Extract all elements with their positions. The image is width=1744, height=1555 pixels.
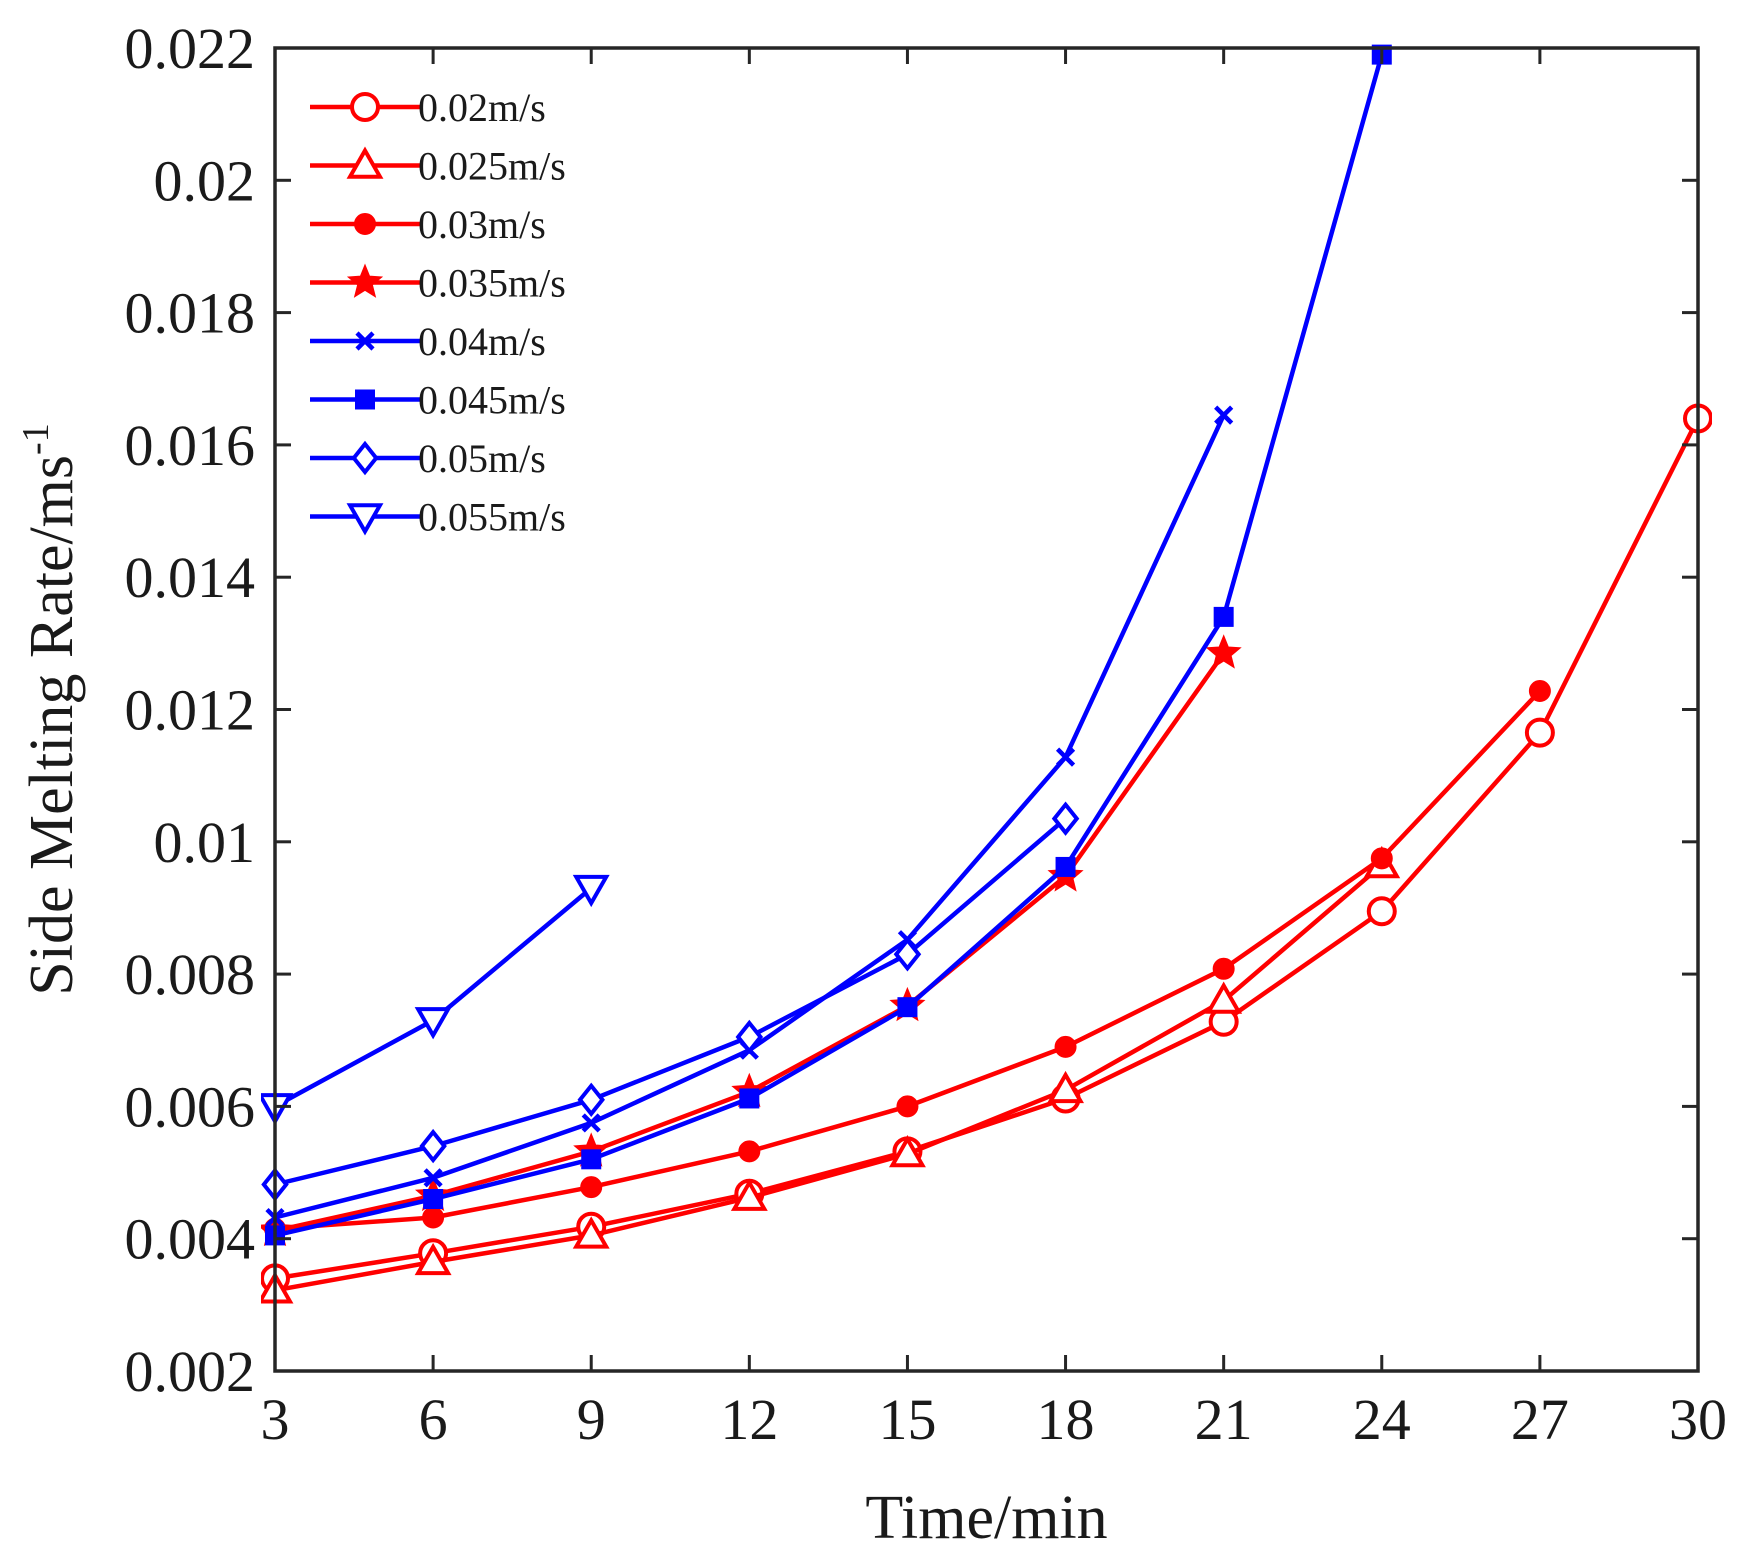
x-tick-label: 3 xyxy=(261,1387,290,1452)
legend-label: 0.045m/s xyxy=(418,378,566,423)
series-line-0.045m/s xyxy=(274,53,1384,1238)
data-point-0.05m/s-9 xyxy=(577,1082,605,1117)
legend-marker xyxy=(354,213,376,235)
series-line-0.02m/s xyxy=(274,417,1701,1281)
legend-label: 0.025m/s xyxy=(418,144,566,189)
series-line-0.05m/s xyxy=(274,816,1068,1187)
x-axis-title: Time/min xyxy=(865,1484,1107,1552)
data-point-0.045m/s-9 xyxy=(581,1149,602,1170)
y-tick-label: 0.012 xyxy=(125,678,256,743)
series-0.025m/s xyxy=(261,845,1401,1304)
legend-marker xyxy=(350,92,380,122)
legend-item-0.04m/s: 0.04m/s xyxy=(310,319,546,364)
series-0.045m/s xyxy=(265,44,1392,1246)
data-point-0.05m/s-12 xyxy=(735,1019,764,1055)
legend-marker xyxy=(346,146,384,179)
data-point-0.05m/s-15 xyxy=(893,937,922,972)
data-point-0.025m/s-12 xyxy=(730,1178,768,1211)
data-point-0.03m/s-15 xyxy=(896,1095,919,1118)
y-axis-title-main: Side Melting Rate/ms xyxy=(18,455,86,996)
data-point-0.025m/s-9 xyxy=(572,1216,610,1249)
data-point-0.055m/s-9 xyxy=(572,874,610,908)
legend-label: 0.05m/s xyxy=(418,436,546,481)
data-point-0.03m/s-6 xyxy=(422,1206,445,1229)
data-point-0.03m/s-12 xyxy=(738,1140,761,1163)
legend-marker xyxy=(355,389,375,410)
y-tick-label: 0.022 xyxy=(125,16,256,81)
y-tick-label: 0.006 xyxy=(125,1074,256,1139)
data-point-0.03m/s-27 xyxy=(1528,679,1551,702)
legend-item-0.035m/s: 0.035m/s xyxy=(310,261,566,306)
legend-marker xyxy=(351,440,379,476)
legend-item-0.03m/s: 0.03m/s xyxy=(310,202,546,247)
data-point-0.055m/s-6 xyxy=(414,1007,452,1040)
legend-item-0.02m/s: 0.02m/s xyxy=(310,85,546,130)
data-point-0.045m/s-6 xyxy=(423,1189,444,1210)
y-tick-label: 0.014 xyxy=(125,545,256,610)
data-point-0.045m/s-21 xyxy=(1213,606,1234,627)
data-point-0.045m/s-12 xyxy=(739,1088,760,1109)
legend-item-0.05m/s: 0.05m/s xyxy=(310,436,546,481)
y-tick-label: 0.002 xyxy=(125,1339,256,1404)
y-tick-label: 0.02 xyxy=(154,148,256,213)
legend-label: 0.035m/s xyxy=(418,261,566,306)
legend-label: 0.03m/s xyxy=(418,202,546,247)
data-point-0.025m/s-6 xyxy=(414,1242,452,1276)
x-tick-label: 6 xyxy=(419,1387,448,1452)
x-tick-label: 30 xyxy=(1669,1387,1727,1452)
data-point-0.04m/s-9 xyxy=(581,1113,601,1133)
data-point-0.045m/s-18 xyxy=(1055,856,1076,877)
data-point-0.025m/s-18 xyxy=(1047,1070,1085,1104)
data-point-0.035m/s-21 xyxy=(1205,634,1242,669)
y-tick-label: 0.018 xyxy=(125,281,256,346)
data-point-0.02m/s-27 xyxy=(1524,717,1555,748)
data-point-0.03m/s-24 xyxy=(1370,847,1393,870)
legend: 0.02m/s 0.025m/s 0.03m/s 0.035m/s 0.04m/s 0.0… xyxy=(310,85,566,540)
x-tick-label: 12 xyxy=(720,1387,778,1452)
x-tick-label: 18 xyxy=(1037,1387,1095,1452)
y-tick-label: 0.016 xyxy=(125,413,256,478)
x-tick-label: 15 xyxy=(878,1387,936,1452)
series-layer xyxy=(261,44,1712,1304)
y-tick-label: 0.008 xyxy=(125,942,256,1007)
y-axis-title: Side Melting Rate/ms-1 xyxy=(15,423,86,995)
data-point-0.025m/s-15 xyxy=(888,1134,926,1168)
data-point-0.03m/s-9 xyxy=(580,1176,603,1199)
legend-marker xyxy=(346,263,384,298)
legend-label: 0.055m/s xyxy=(418,495,566,540)
y-tick-label: 0.01 xyxy=(154,810,256,875)
legend-label: 0.02m/s xyxy=(418,85,546,130)
data-point-0.025m/s-21 xyxy=(1205,981,1243,1014)
legend-item-0.045m/s: 0.045m/s xyxy=(310,378,566,423)
data-point-0.02m/s-24 xyxy=(1366,896,1397,927)
legend-marker xyxy=(346,503,384,536)
data-point-0.03m/s-21 xyxy=(1212,957,1235,980)
series-0.03m/s xyxy=(264,679,1551,1240)
data-point-0.05m/s-6 xyxy=(419,1128,447,1164)
legend-item-0.055m/s: 0.055m/s xyxy=(310,495,566,540)
data-point-0.04m/s-21 xyxy=(1214,405,1234,425)
x-tick-label: 21 xyxy=(1195,1387,1253,1452)
series-line-0.025m/s xyxy=(274,863,1384,1293)
data-point-0.04m/s-6 xyxy=(423,1168,443,1188)
y-tick-label: 0.004 xyxy=(125,1207,256,1272)
x-tick-label: 27 xyxy=(1511,1387,1569,1452)
x-tick-label: 9 xyxy=(577,1387,606,1452)
axes-layer: 3 6 9 12 15 18 21 24 27 30 0.002 0.004 0.006 0.008 0.0… xyxy=(125,16,1728,1452)
data-point-0.045m/s-15 xyxy=(897,997,918,1018)
y-axis-title-superscript: -1 xyxy=(15,423,57,455)
x-tick-label: 24 xyxy=(1353,1387,1411,1452)
data-point-0.05m/s-18 xyxy=(1051,801,1080,836)
legend-item-0.025m/s: 0.025m/s xyxy=(310,144,566,189)
legend-label: 0.04m/s xyxy=(418,319,546,364)
series-0.055m/s xyxy=(261,874,610,1126)
legend-marker xyxy=(355,331,375,351)
data-point-0.03m/s-18 xyxy=(1054,1035,1077,1058)
data-point-0.04m/s-18 xyxy=(1055,747,1076,767)
